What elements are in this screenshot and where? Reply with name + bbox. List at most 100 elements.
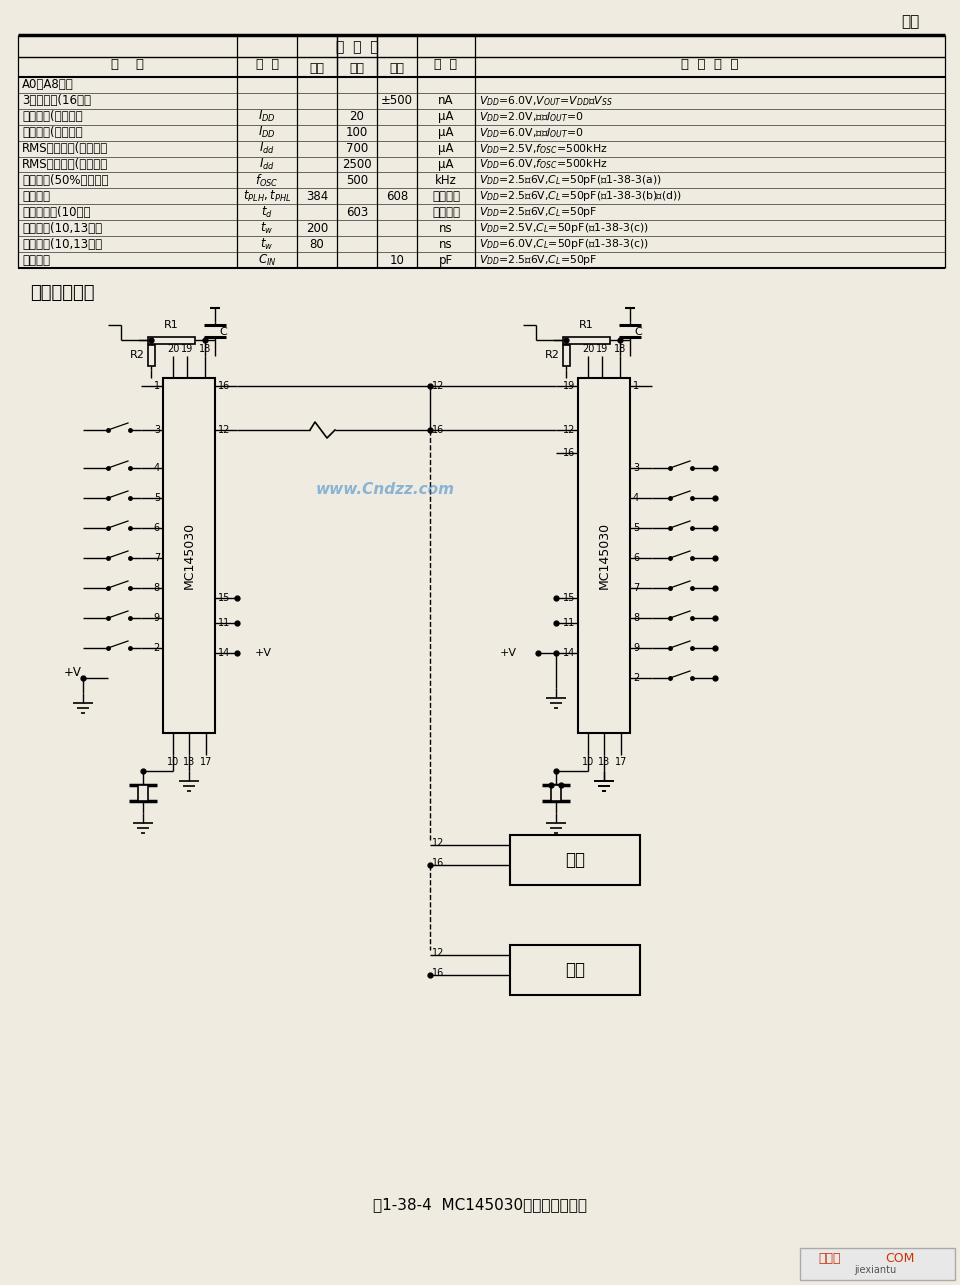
Text: 输入脉宽(10,13脚）: 输入脉宽(10,13脚） [22,238,102,251]
Text: 图1-38-4  MC145030典型应用电路图: 图1-38-4 MC145030典型应用电路图 [373,1198,587,1213]
Text: 1: 1 [154,380,160,391]
Text: ns: ns [439,238,453,251]
Text: 3态漏电流(16脚）: 3态漏电流(16脚） [22,94,91,108]
Text: www.Cndzz.com: www.Cndzz.com [316,482,454,497]
Bar [564,337,610,343]
Text: $V_{DD}$=2.5V,$C_L$=50pF(图1-38-3(c)): $V_{DD}$=2.5V,$C_L$=50pF(图1-38-3(c)) [479,221,649,235]
Text: +V: +V [255,648,272,658]
Text: 14: 14 [218,648,230,658]
Text: 11: 11 [563,618,575,628]
Text: 6: 6 [154,523,160,533]
Bar [163,378,215,732]
Text: 1: 1 [633,380,639,391]
Text: 608: 608 [386,190,408,203]
Text: $V_{DD}$=6.0V,静态$I_{OUT}$=0: $V_{DD}$=6.0V,静态$I_{OUT}$=0 [479,126,584,140]
Text: 最大: 最大 [390,63,404,76]
Text: 静态电流(所有脚）: 静态电流(所有脚） [22,111,83,123]
Text: 5: 5 [154,493,160,502]
Text: ±500: ±500 [381,94,413,108]
Text: 20: 20 [582,344,594,353]
Text: nA: nA [439,94,454,108]
Text: 16: 16 [218,380,230,391]
Text: μA: μA [439,111,454,123]
Text: 20: 20 [349,111,365,123]
Text: 12: 12 [563,425,575,436]
Text: 700: 700 [346,143,368,155]
Text: 6: 6 [633,553,639,563]
Bar [563,344,569,365]
Text: 振荡周期: 振荡周期 [432,190,460,203]
Text: 输入脉宽(10,13脚）: 输入脉宽(10,13脚） [22,222,102,235]
Text: $t_w$: $t_w$ [260,236,274,252]
Text: $t_d$: $t_d$ [261,204,273,220]
Text: 测  试  条  件: 测 试 条 件 [682,59,739,72]
Text: 5: 5 [633,523,639,533]
Text: 13: 13 [598,757,611,767]
Text: 80: 80 [310,238,324,251]
Text: 同上: 同上 [565,961,585,979]
Text: kHz: kHz [435,173,457,186]
Text: $C_{IN}$: $C_{IN}$ [257,252,276,267]
Bar [800,1248,955,1280]
Text: +V: +V [499,648,516,658]
Text: 16: 16 [432,858,444,867]
Text: 7: 7 [154,553,160,563]
Text: RMS工作电流(所有脚）: RMS工作电流(所有脚） [22,143,108,155]
Text: $I_{dd}$: $I_{dd}$ [259,141,275,157]
Bar [510,835,640,885]
Text: μA: μA [439,126,454,139]
Text: μA: μA [439,143,454,155]
Bar [148,344,155,365]
Text: 20: 20 [167,344,180,353]
Text: R2: R2 [544,350,560,360]
Text: 2: 2 [633,673,639,684]
Text: 接线图: 接线图 [819,1252,841,1264]
Text: 12: 12 [432,948,444,959]
Text: $I_{DD}$: $I_{DD}$ [258,109,276,125]
Text: 100: 100 [346,126,368,139]
Text: 振荡周期: 振荡周期 [432,206,460,218]
Text: $V_{DD}$=2.5～6V,$C_L$=50pF(图1-38-3(a)): $V_{DD}$=2.5～6V,$C_L$=50pF(图1-38-3(a)) [479,173,661,188]
Text: RMS工作电流(所有脚）: RMS工作电流(所有脚） [22,158,108,171]
Text: 12: 12 [432,838,444,848]
Bar [148,337,195,343]
Bar [138,785,148,801]
Text: 8: 8 [154,583,160,592]
Text: MC145030: MC145030 [182,522,196,589]
Text: 同上: 同上 [565,851,585,869]
Bar [510,944,640,995]
Text: 9: 9 [633,642,639,653]
Text: 消抖动时间(10脚）: 消抖动时间(10脚） [22,206,90,218]
Text: $V_{DD}$=2.5～6V,$C_L$=50pF: $V_{DD}$=2.5～6V,$C_L$=50pF [479,206,597,220]
Text: R1: R1 [164,320,179,330]
Text: 最小: 最小 [309,63,324,76]
Text: 14: 14 [563,648,575,658]
Text: 典型: 典型 [349,63,365,76]
Text: $V_{DD}$=6.0V,$f_{OSC}$=500kHz: $V_{DD}$=6.0V,$f_{OSC}$=500kHz [479,158,608,171]
Text: 单  位: 单 位 [435,59,458,72]
Text: 2: 2 [154,642,160,653]
Text: R2: R2 [130,350,145,360]
Text: 4: 4 [154,463,160,473]
Text: 11: 11 [218,618,230,628]
Text: pF: pF [439,253,453,266]
Text: 19: 19 [180,344,193,353]
Text: 符  号: 符 号 [255,59,278,72]
Text: $V_{DD}$=2.5～6V,$C_L$=50pF: $V_{DD}$=2.5～6V,$C_L$=50pF [479,253,597,267]
Text: 3: 3 [154,425,160,436]
Text: ns: ns [439,222,453,235]
Text: $t_w$: $t_w$ [260,221,274,235]
Text: A0～A8脚）: A0～A8脚） [22,78,74,91]
Text: 4: 4 [633,493,639,502]
Bar [578,378,630,732]
Text: $f_{OSC}$: $f_{OSC}$ [255,172,278,189]
Text: 3: 3 [633,463,639,473]
Text: 12: 12 [218,425,230,436]
Text: $V_{DD}$=2.5～6V,$C_L$=50pF(图1-38-3(b)和(d)): $V_{DD}$=2.5～6V,$C_L$=50pF(图1-38-3(b)和(d… [479,189,682,203]
Text: 8: 8 [633,613,639,623]
Text: 200: 200 [306,222,328,235]
Text: 603: 603 [346,206,368,218]
Text: 振荡频率(50%占空比）: 振荡频率(50%占空比） [22,173,108,186]
Text: 10: 10 [582,757,594,767]
Text: 13: 13 [182,757,195,767]
